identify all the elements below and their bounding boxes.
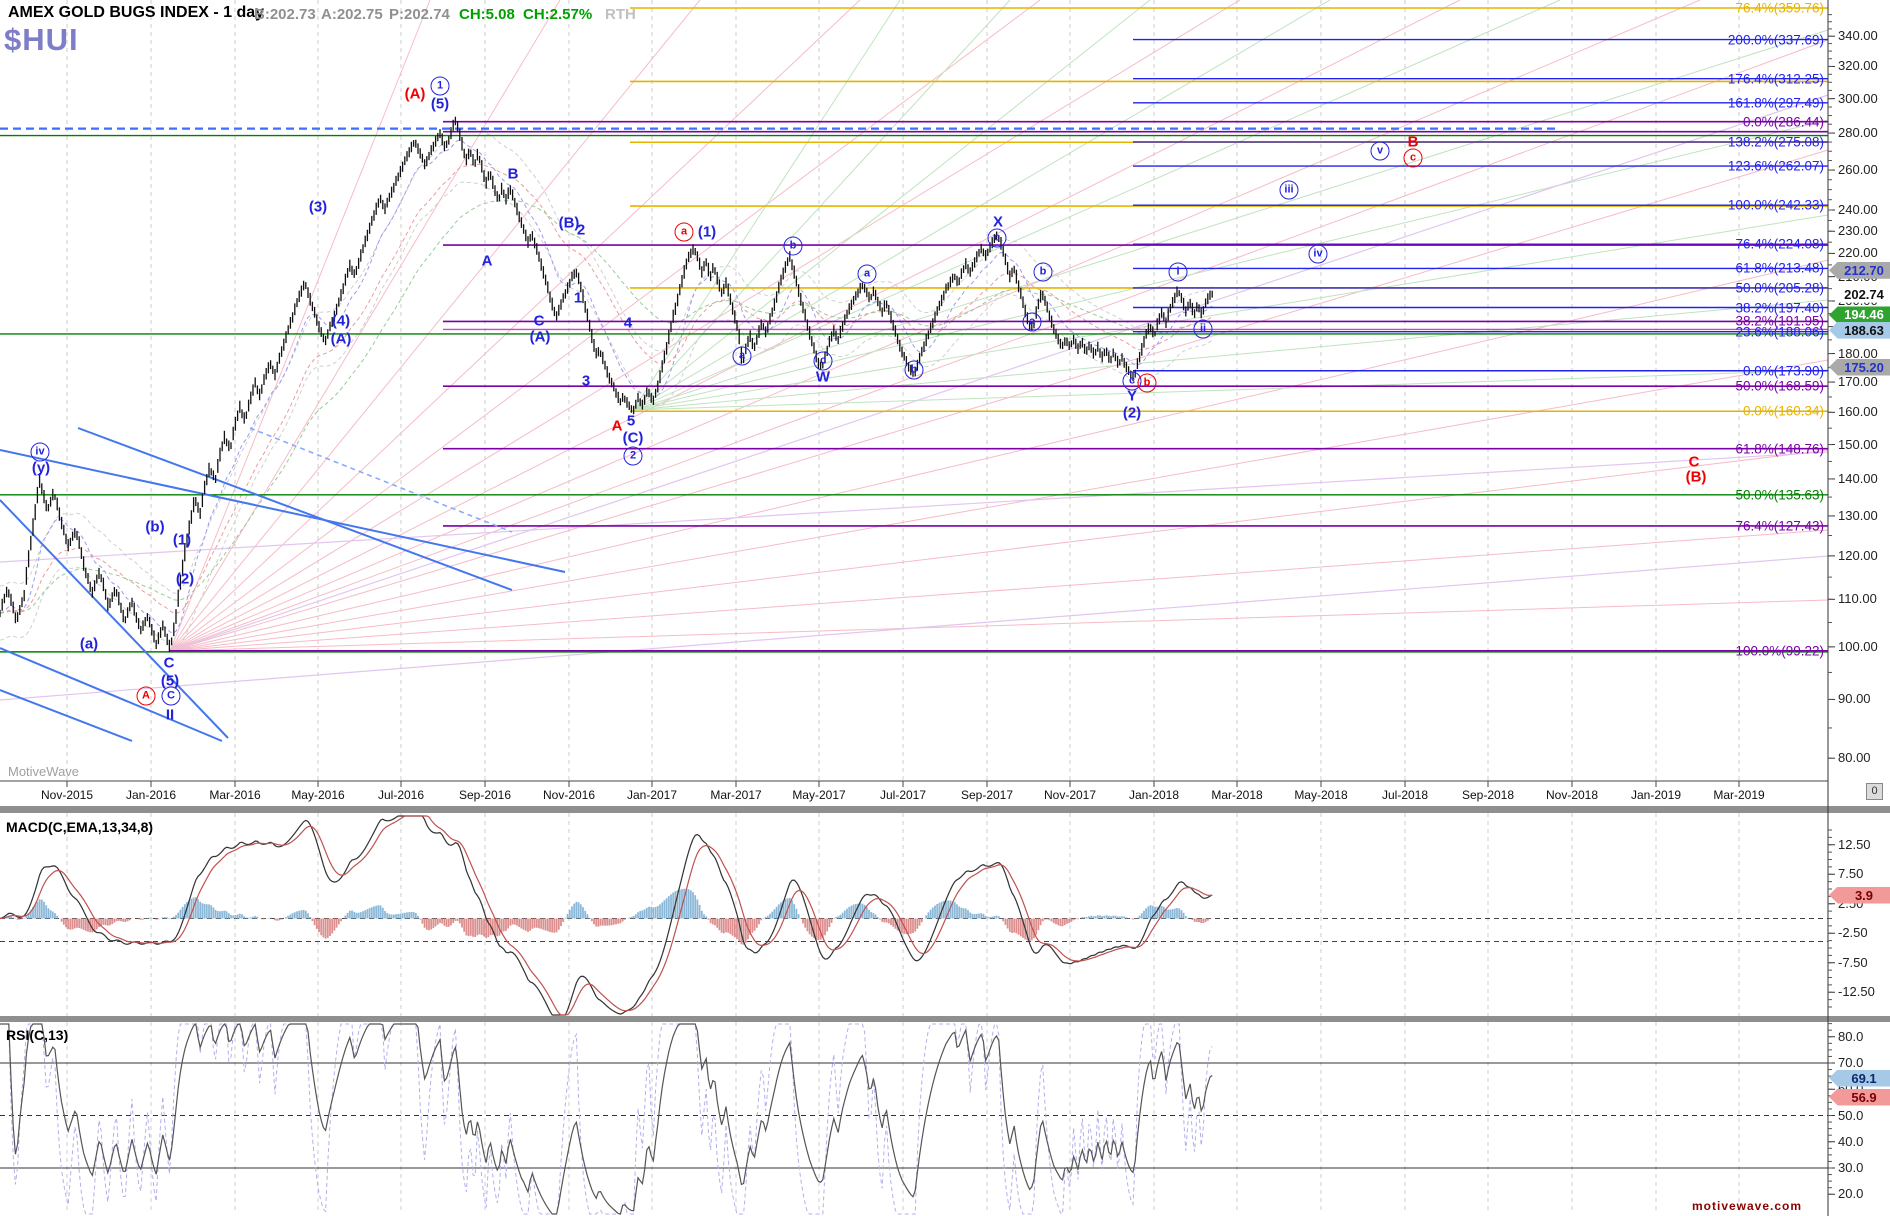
rsi-pane-title: RSI(C,13) — [6, 1027, 69, 1043]
change-percent: CH:2.57% — [523, 6, 593, 23]
bid-quote: B:202.73 — [254, 6, 316, 23]
last-quote: P:202.74 — [389, 6, 450, 23]
bar-offset-badge[interactable]: 0 — [1866, 783, 1883, 800]
ask-quote: A:202.75 — [321, 6, 383, 23]
macd-pane-title: MACD(C,EMA,13,34,8) — [6, 819, 154, 835]
site-watermark: motivewave.com — [1692, 1199, 1803, 1213]
app-watermark: MotiveWave — [8, 764, 80, 779]
change-value: CH:5.08 — [459, 6, 515, 23]
session-badge: RTH — [605, 6, 636, 23]
symbol-watermark: $HUI — [4, 22, 79, 57]
chart-title: AMEX GOLD BUGS INDEX - 1 day — [8, 4, 265, 21]
